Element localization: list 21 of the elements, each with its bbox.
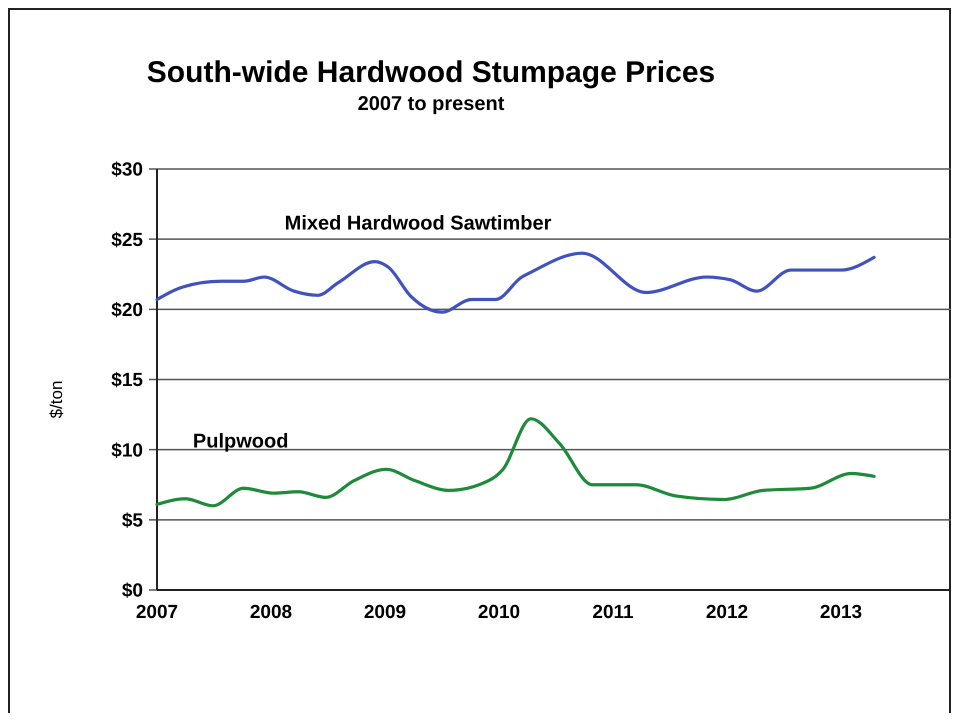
line-series: [155, 417, 876, 508]
x-tick-label: 2013: [820, 602, 862, 623]
x-tick-label: 2010: [478, 602, 520, 623]
series-label: Pulpwood: [192, 430, 288, 452]
y-tick-label: $20: [111, 300, 143, 321]
chart-subtitle: 2007 to present: [358, 93, 505, 115]
chart-title: South-wide Hardwood Stumpage Prices: [146, 56, 716, 89]
y-tick-label: $25: [111, 230, 144, 251]
x-tick-label: 2009: [364, 602, 406, 623]
x-tick-label: 2008: [250, 602, 292, 623]
line-series: [155, 252, 876, 314]
x-tick-label: 2012: [706, 602, 748, 623]
series-label: Mixed Hardwood Sawtimber: [284, 212, 552, 235]
x-tick-label: 2011: [592, 602, 634, 623]
y-tick-label: $0: [122, 580, 143, 602]
y-tick-label: $10: [111, 440, 143, 462]
y-axis-title: $/ton: [47, 380, 66, 418]
y-tick-label: $15: [111, 370, 144, 392]
y-tick-label: $30: [111, 160, 143, 181]
y-tick-label: $5: [122, 510, 144, 532]
x-tick-label: 2007: [136, 602, 178, 623]
